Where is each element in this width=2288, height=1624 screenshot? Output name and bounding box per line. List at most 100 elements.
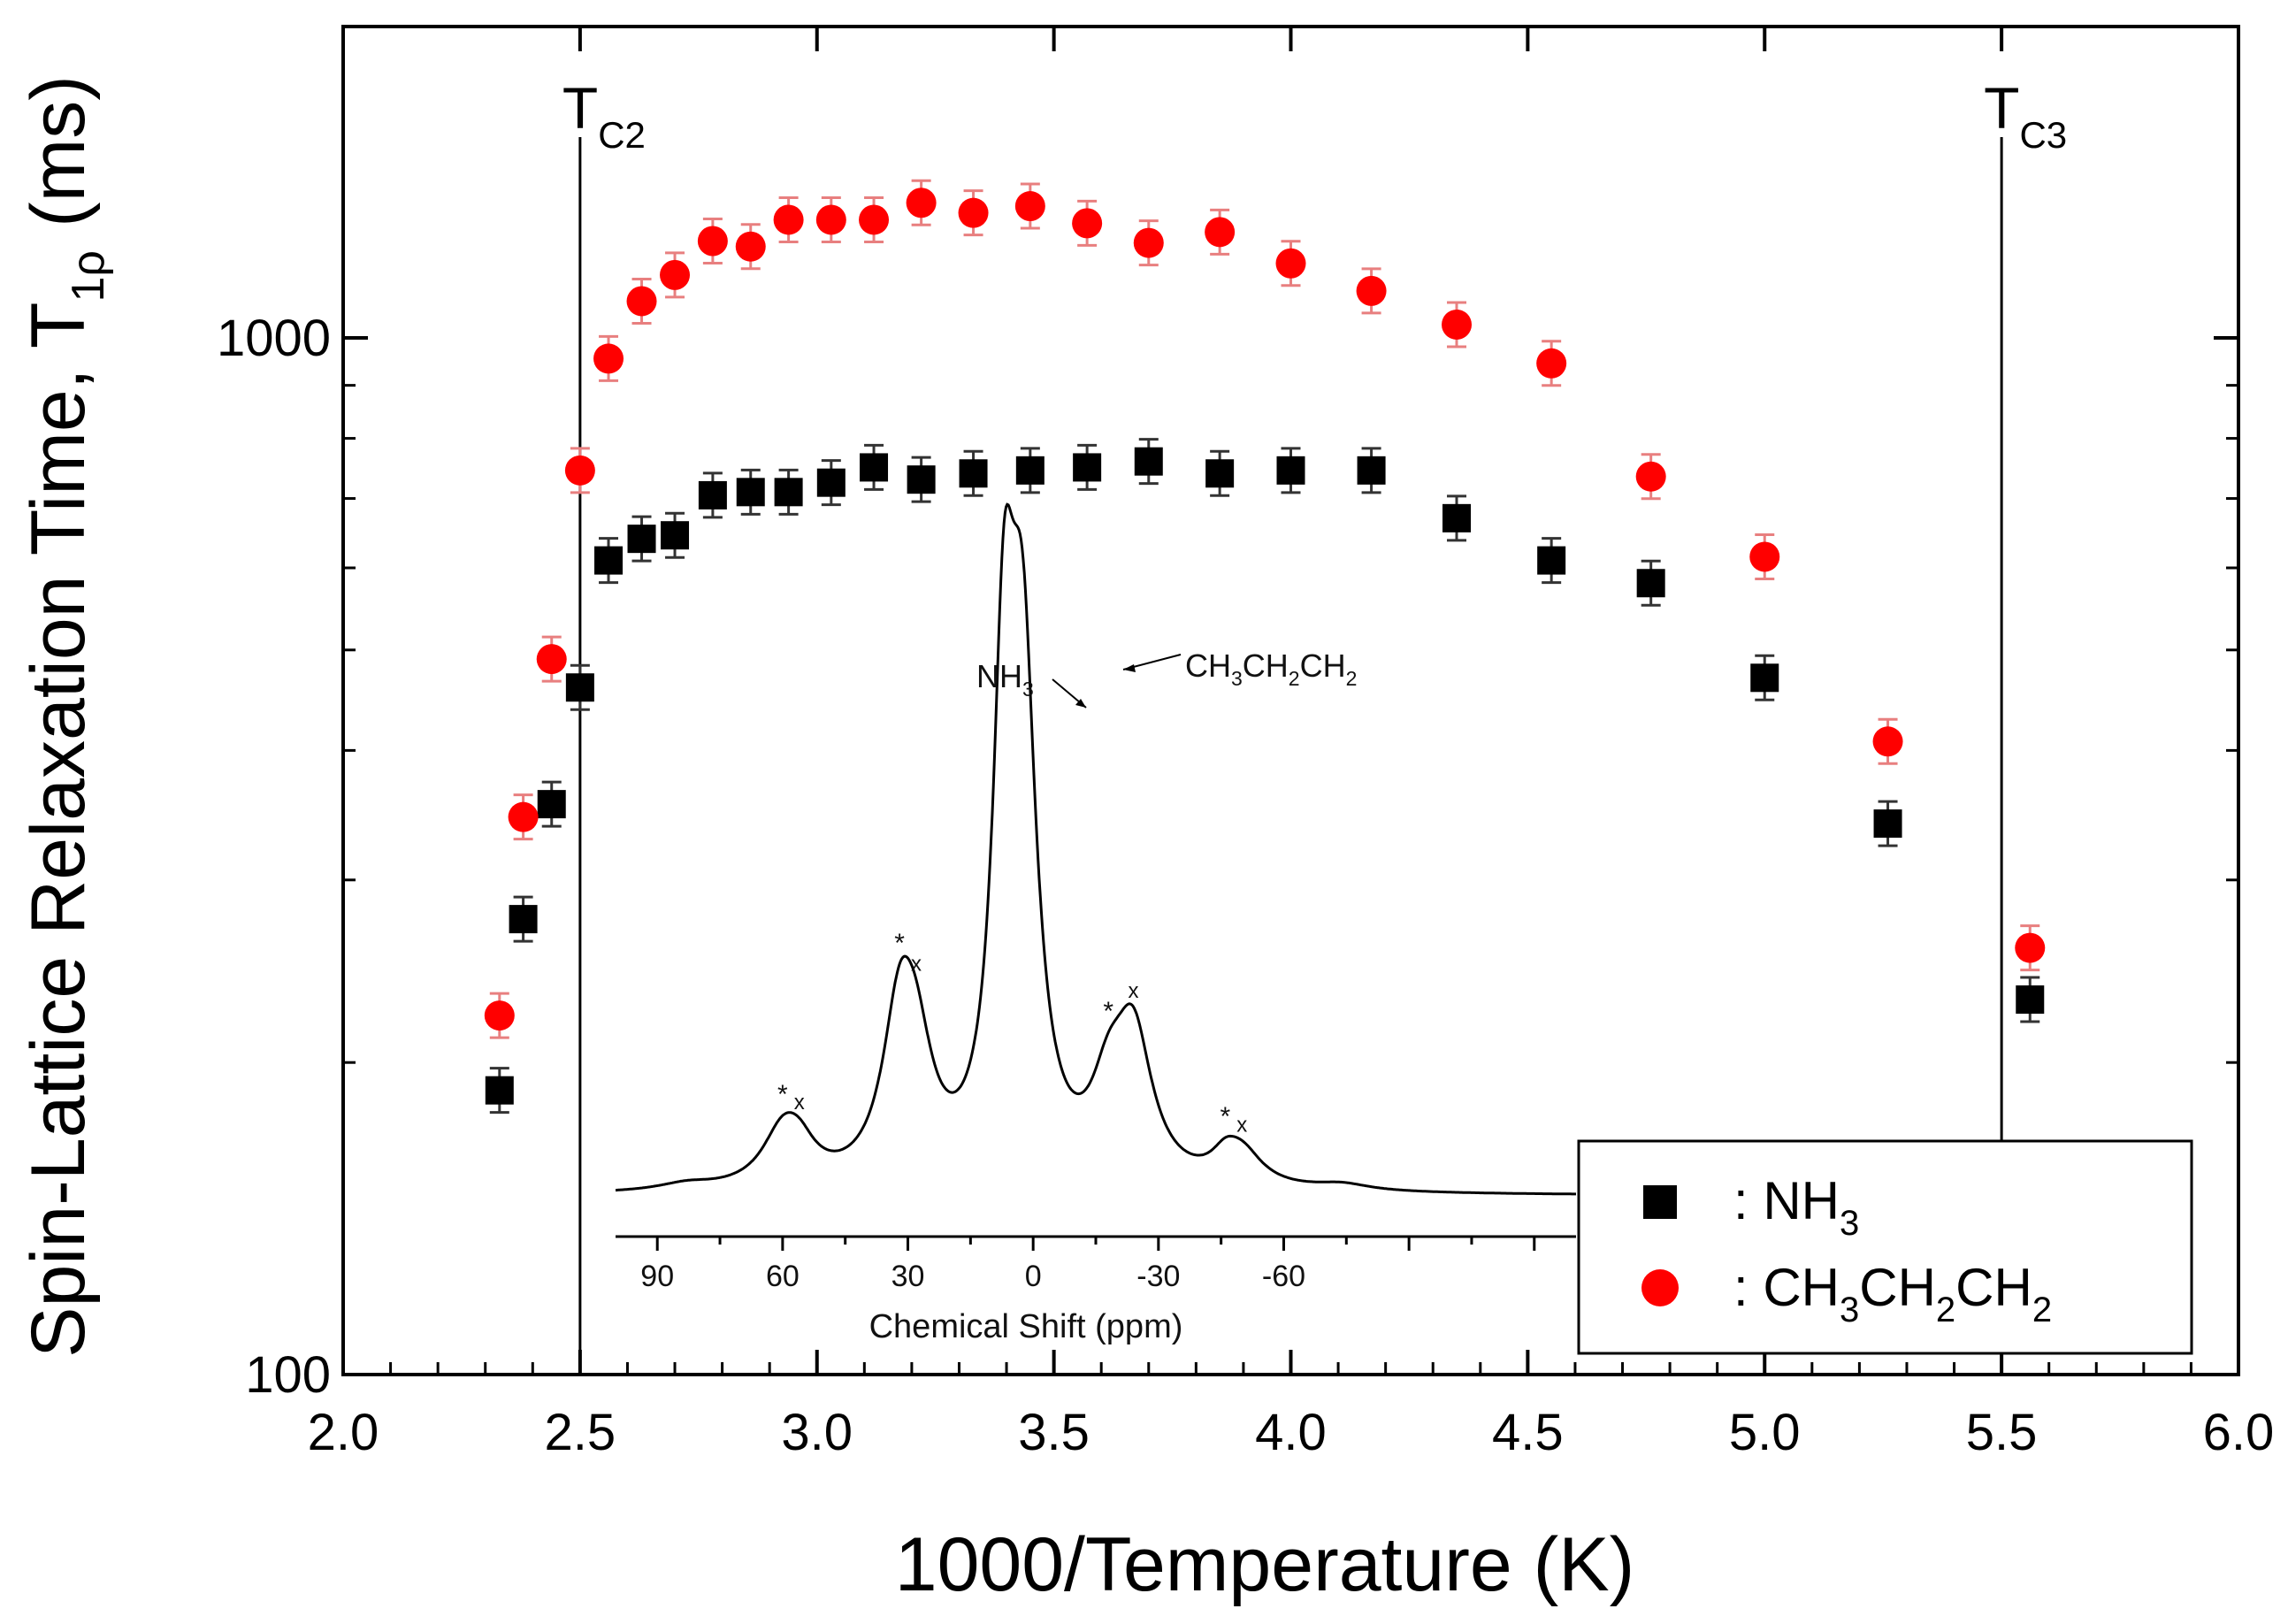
propyl-point — [1133, 227, 1164, 258]
nh3-point — [1636, 569, 1665, 598]
propyl-point — [1536, 348, 1567, 379]
y-axis-title: Spin-Lattice Relaxation Time, T1ρ (ms) — [16, 75, 114, 1358]
nh3-point — [537, 790, 566, 819]
nh3-point — [1134, 447, 1163, 476]
propyl-point — [1872, 726, 1903, 757]
inset-x-tick-label: 0 — [1025, 1260, 1042, 1293]
propyl-point — [2015, 932, 2046, 963]
nh3-point — [1073, 453, 1102, 482]
inset-arrow-propyl-head — [1123, 664, 1136, 672]
legend-box — [1577, 1139, 2193, 1355]
series-propyl — [484, 179, 2046, 1039]
inset-x-tick-label: -60 — [1262, 1260, 1305, 1293]
inset-x-tick-label: 30 — [891, 1260, 925, 1293]
inset-spectrum-line — [616, 502, 1576, 1196]
inset-x-axis-title: Chemical Shift (ppm) — [869, 1308, 1183, 1345]
propyl-point — [906, 188, 937, 218]
x-tick-label: 2.5 — [545, 1404, 616, 1461]
inset-sideband-markers: * x*x*x* x — [777, 929, 1247, 1137]
propyl-point — [773, 204, 804, 235]
x-axis-title: 1000/Temperature (K) — [895, 1522, 1635, 1607]
nh3-point — [1205, 459, 1235, 488]
series-nh3 — [485, 438, 2045, 1115]
propyl-point — [1205, 217, 1236, 248]
nh3-point — [565, 673, 594, 702]
propyl-point — [508, 801, 539, 832]
nh3-point — [1873, 809, 1902, 839]
sideband-cross: x — [1236, 1113, 1247, 1137]
propyl-point — [484, 1000, 515, 1031]
sideband-star: * — [894, 929, 905, 958]
propyl-point — [1275, 248, 1306, 279]
propyl-point — [1442, 309, 1473, 340]
y-tick-label: 100 — [245, 1346, 331, 1404]
legend-marker-nh3 — [1643, 1185, 1677, 1219]
nh3-point — [1750, 663, 1779, 693]
propyl-point — [958, 197, 989, 228]
propyl-point — [660, 259, 691, 290]
nh3-point — [736, 478, 765, 507]
x-tick-label: 4.5 — [1492, 1404, 1564, 1461]
nh3-point — [627, 525, 656, 554]
inset-x-tick-label: 60 — [766, 1260, 800, 1293]
x-tick-label: 3.5 — [1018, 1404, 1090, 1461]
inset-peak-label-nh3: NH3 — [976, 658, 1034, 701]
nh3-point — [907, 465, 936, 494]
y-axis: 100 1000 — [217, 310, 2238, 1404]
nh3-point — [860, 453, 889, 482]
propyl-point — [593, 343, 624, 374]
x-tick-label: 6.0 — [2203, 1404, 2275, 1461]
y-axis-title-sub: 1ρ — [63, 250, 114, 303]
nh3-point — [959, 459, 988, 488]
propyl-point — [536, 644, 567, 675]
propyl-point — [1356, 275, 1387, 306]
sideband-cross: x — [794, 1091, 805, 1115]
propyl-point — [735, 231, 766, 262]
nh3-point — [661, 521, 690, 550]
nh3-point — [2016, 985, 2045, 1015]
sideband-cross: x — [1128, 979, 1138, 1003]
propyl-point — [1749, 541, 1780, 572]
propyl-point — [697, 226, 728, 257]
nh3-point — [698, 480, 727, 509]
nh3-point — [594, 546, 624, 575]
nh3-point — [1276, 456, 1305, 485]
sideband-cross: x — [911, 953, 922, 977]
y-tick-label: 1000 — [217, 310, 331, 367]
legend-marker-propyl — [1641, 1269, 1679, 1306]
inset-peak-label-propyl: CH3CH2CH2 — [1185, 647, 1357, 690]
inset-x-tick-label: -30 — [1136, 1260, 1180, 1293]
nh3-point — [1357, 456, 1386, 485]
sideband-star: * — [1221, 1102, 1231, 1131]
nh3-point — [816, 468, 846, 497]
propyl-point — [859, 204, 890, 235]
x-tick-label: 2.0 — [308, 1404, 379, 1461]
nh3-point — [1537, 546, 1566, 575]
y-axis-title-main: Spin-Lattice Relaxation Time, T — [16, 303, 101, 1358]
transition-label-c3: TC3 — [1984, 75, 2067, 156]
propyl-point — [1072, 208, 1103, 239]
propyl-point — [1635, 461, 1666, 492]
inset-arrow-nh3-head — [1075, 699, 1086, 708]
nh3-point — [1015, 456, 1045, 485]
legend-label-nh3: : NH3 — [1733, 1171, 1859, 1243]
x-tick-label: 4.0 — [1255, 1404, 1327, 1461]
inset-nmr-spectrum: 90 60 30 0 -30 -60 Chemical Shift (ppm) NH3 C… — [616, 502, 1576, 1345]
x-axis: 2.0 2.5 3.0 3.5 4.0 4.5 5.0 5.5 6.0 — [308, 27, 2275, 1461]
propyl-point — [564, 455, 595, 486]
legend-label-propyl: : CH3CH2CH2 — [1733, 1258, 2052, 1329]
legend: : NH3 : CH3CH2CH2 — [1577, 1139, 2193, 1355]
propyl-point — [815, 204, 846, 235]
nh3-point — [774, 478, 803, 507]
y-axis-title-unit: (ms) — [16, 75, 101, 227]
x-tick-label: 3.0 — [781, 1404, 853, 1461]
inset-x-axis: 90 60 30 0 -30 -60 — [616, 1235, 1576, 1293]
propyl-point — [626, 286, 657, 317]
propyl-point — [1014, 191, 1045, 222]
nh3-point — [1442, 503, 1472, 532]
nh3-point — [485, 1076, 514, 1105]
sideband-star: * — [777, 1080, 788, 1109]
inset-x-tick-label: 90 — [640, 1260, 674, 1293]
transition-label-c2: TC2 — [562, 75, 646, 156]
